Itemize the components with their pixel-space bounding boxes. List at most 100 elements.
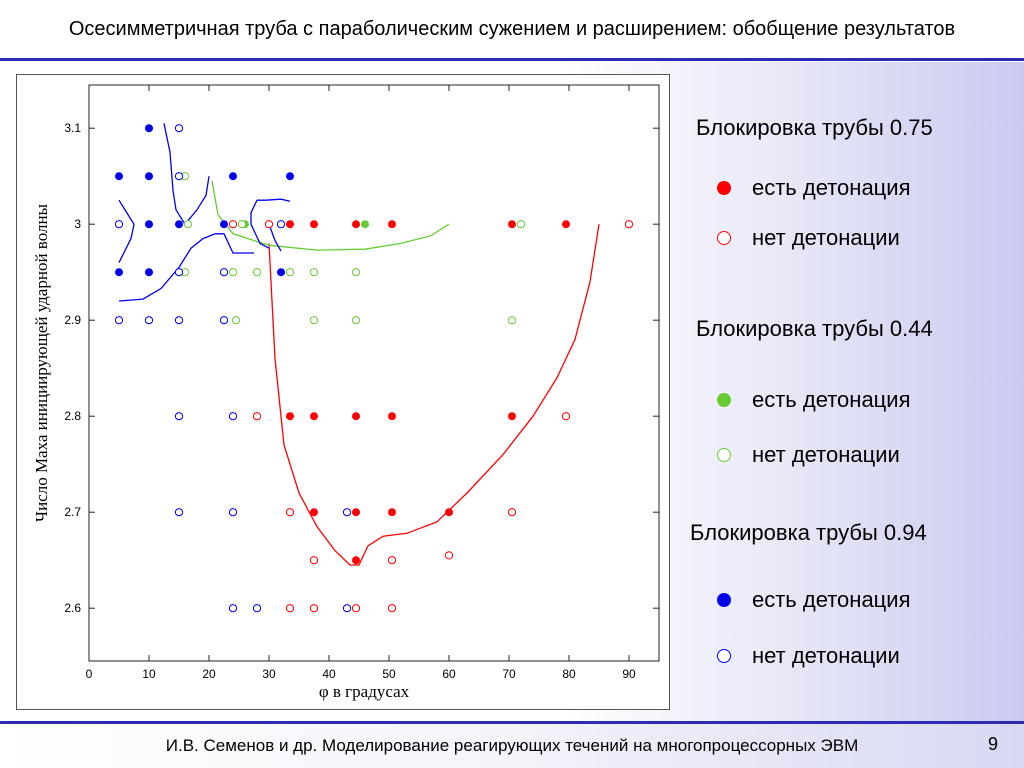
x-tick-label: 40 [322,667,336,681]
y-tick-label: 2.8 [64,409,81,423]
data-point-empty [219,268,229,277]
x-tick-label: 70 [502,667,516,681]
data-point-empty [516,220,526,229]
x-axis-label: φ в градусах [319,682,410,701]
data-point-filled [387,412,396,421]
y-tick-label: 2.6 [64,601,81,615]
data-point-empty [342,508,352,517]
data-point-filled [507,220,516,229]
data-point-filled [276,268,285,277]
data-point-empty [144,316,154,325]
data-point-filled [351,412,360,421]
data-point-empty [309,268,319,277]
data-point-filled [115,172,124,181]
y-axis-label: Число Маха инициирующей ударной волны [32,203,51,522]
data-point-empty [174,508,184,517]
data-point-empty [174,268,184,277]
footer-background [0,724,1024,768]
chart-panel: 0 10 20 30 40 50 60 70 80 90 2.6 2.7 2.8 2.9 3 3.1 φ в г… [16,74,670,710]
data-point-filled [144,172,153,181]
data-point-empty [252,268,262,277]
legend-marker-filled [717,593,731,607]
data-point-empty [342,604,352,613]
data-point-empty [285,508,295,517]
y-tick-label: 2.9 [64,313,81,327]
boundary-curve [268,224,600,566]
data-point-empty [252,604,262,613]
legend-item-label: есть детонация [752,587,911,612]
legend-marker-filled [717,181,731,195]
data-point-filled [387,220,396,229]
data-point-empty [174,316,184,325]
data-point-filled [144,124,153,133]
data-point-filled [507,412,516,421]
legend-marker-empty [717,231,731,245]
footer-rule [0,721,1024,724]
data-point-filled [444,508,453,517]
data-point-empty [624,220,634,229]
data-point-empty [228,220,238,229]
data-point-empty [444,551,454,560]
page-number: 9 [988,734,999,754]
data-point-filled [219,220,228,229]
data-point-empty [114,220,124,229]
footer-text: И.В. Семенов и др. Моделирование реагиру… [165,736,859,755]
data-point-empty [174,124,184,133]
x-tick-label: 20 [202,667,216,681]
legend-item-label: нет детонации [752,442,900,467]
data-point-filled [285,172,294,181]
data-point-filled [309,508,318,517]
data-point-empty [237,220,247,229]
scatter-chart: 0 10 20 30 40 50 60 70 80 90 2.6 2.7 2.8 2.9 3 3.1 φ в г… [32,84,660,701]
x-tick-label: 80 [562,667,576,681]
boundary-curve [250,199,270,249]
plot-area [88,84,660,662]
boundary-curve [118,233,254,302]
y-tick-label: 2.7 [64,505,81,519]
data-point-empty [114,316,124,325]
data-point-filled [285,412,294,421]
data-point-empty [561,412,571,421]
data-point-empty [309,556,319,565]
x-tick-label: 60 [442,667,456,681]
data-point-empty [507,316,517,325]
boundary-curve [163,123,210,226]
x-tick-label: 30 [262,667,276,681]
data-point-filled [228,172,237,181]
boundary-curve [268,223,282,252]
data-point-empty [252,412,262,421]
data-point-filled [351,220,360,229]
data-point-filled [285,220,294,229]
data-point-filled [144,268,153,277]
data-point-filled [144,220,153,229]
data-point-filled [351,556,360,565]
legend-item-label: нет детонации [752,225,900,250]
legend-marker-filled [717,393,731,407]
x-tick-label: 90 [622,667,636,681]
data-point-filled [309,412,318,421]
legend-item-label: есть детонация [752,175,911,200]
data-point-empty [264,220,274,229]
data-point-filled [309,220,318,229]
legend-marker-empty [717,649,731,663]
data-point-filled [115,268,124,277]
x-tick-label: 10 [142,667,156,681]
data-point-filled [174,220,183,229]
data-point-empty [219,316,229,325]
legend-group-title: Блокировка трубы 0.44 [696,316,933,341]
data-point-empty [228,508,238,517]
data-point-empty [507,508,517,517]
data-point-empty [285,604,295,613]
data-point-empty [228,268,238,277]
y-tick-label: 3 [74,217,81,231]
data-point-empty [309,604,319,613]
data-point-empty [174,412,184,421]
data-point-empty [228,604,238,613]
data-point-filled [351,508,360,517]
y-tick-label: 3.1 [64,121,81,135]
data-point-empty [183,220,193,229]
data-point-filled [360,220,369,229]
data-point-empty [351,604,361,613]
data-point-empty [351,316,361,325]
legend-group-title: Блокировка трубы 0.94 [690,520,927,545]
